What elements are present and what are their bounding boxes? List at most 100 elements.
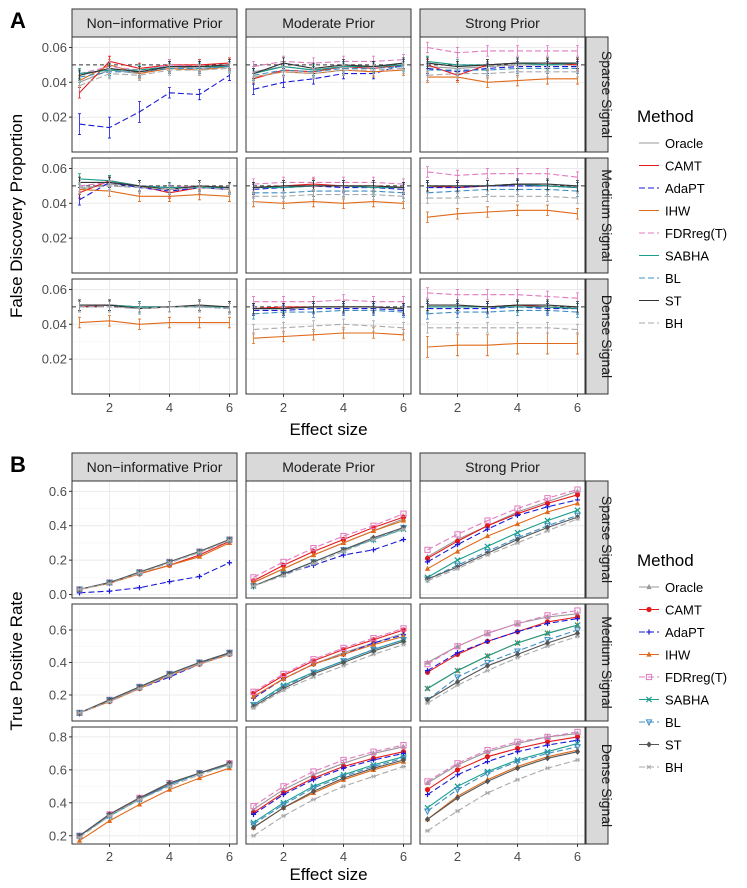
error-bar bbox=[252, 190, 255, 202]
panel-border bbox=[245, 480, 412, 599]
panel-border bbox=[245, 36, 412, 153]
data-point bbox=[370, 537, 377, 542]
data-point bbox=[196, 774, 203, 781]
legend-label: BL bbox=[665, 715, 681, 730]
error-bar bbox=[456, 180, 459, 192]
series-line-fdrregt bbox=[253, 744, 404, 807]
data-point bbox=[574, 744, 581, 751]
data-point bbox=[574, 500, 581, 506]
data-point bbox=[424, 700, 431, 706]
data-point bbox=[544, 504, 551, 510]
data-point bbox=[454, 760, 461, 767]
data-point bbox=[484, 532, 491, 539]
data-point bbox=[514, 648, 521, 656]
data-point bbox=[514, 749, 521, 755]
data-point bbox=[310, 561, 317, 566]
data-point bbox=[280, 783, 287, 790]
data-point bbox=[226, 762, 233, 768]
panel-border bbox=[71, 480, 238, 599]
data-point bbox=[424, 778, 431, 785]
error-bar bbox=[252, 71, 255, 83]
data-point bbox=[400, 642, 407, 647]
data-point bbox=[484, 652, 491, 660]
facet-panel bbox=[419, 157, 586, 274]
error-bar bbox=[456, 334, 459, 357]
data-point bbox=[514, 655, 521, 660]
y-tick-label: 0.2 bbox=[49, 688, 67, 703]
series-line-oracle bbox=[253, 746, 404, 810]
data-point bbox=[136, 585, 143, 591]
legend-label: BH bbox=[665, 316, 683, 331]
panel-background bbox=[420, 37, 585, 152]
y-tick-label: 0.8 bbox=[49, 729, 67, 744]
series-line-adapt bbox=[79, 562, 230, 594]
data-point bbox=[454, 643, 461, 650]
series-line-adapt bbox=[253, 185, 404, 190]
data-point bbox=[514, 777, 521, 782]
legend-label: CAMT bbox=[665, 159, 702, 174]
legend-title: Method bbox=[637, 551, 694, 570]
data-point bbox=[280, 670, 287, 677]
error-bar bbox=[576, 323, 579, 336]
row-strip-label: Sparse Signal bbox=[599, 496, 615, 583]
error-bar bbox=[546, 66, 549, 78]
data-point bbox=[340, 539, 347, 546]
series-line-fdrregt bbox=[427, 609, 578, 665]
data-point bbox=[136, 797, 143, 802]
facet-panel bbox=[71, 480, 238, 599]
data-point bbox=[400, 750, 407, 756]
data-point bbox=[424, 555, 431, 562]
error-bar bbox=[516, 204, 519, 216]
data-point bbox=[454, 772, 461, 778]
row-strip bbox=[585, 157, 609, 274]
data-point bbox=[310, 656, 317, 663]
error-bar bbox=[426, 287, 429, 299]
series-line-sabha bbox=[427, 306, 578, 310]
data-point bbox=[424, 787, 431, 793]
y-tick-label: 0.2 bbox=[49, 553, 67, 568]
data-point bbox=[310, 661, 317, 667]
data-point bbox=[166, 784, 173, 789]
y-tick-label: 0.04 bbox=[42, 196, 67, 211]
x-tick-label: 4 bbox=[514, 400, 521, 415]
panel-border bbox=[419, 278, 586, 395]
data-point bbox=[136, 801, 143, 807]
error-bar bbox=[576, 180, 579, 192]
facet-panel bbox=[245, 726, 412, 845]
error-bar bbox=[486, 301, 489, 313]
panel-background bbox=[72, 279, 237, 394]
column-strip-label: Non−informative Prior bbox=[87, 15, 223, 31]
series-line-fdrregt bbox=[427, 46, 578, 54]
error-bar bbox=[516, 322, 519, 334]
data-point bbox=[424, 808, 431, 816]
y-tick-label: 0.06 bbox=[42, 40, 67, 55]
facet-panel bbox=[245, 157, 412, 274]
error-bar bbox=[168, 183, 171, 195]
data-point bbox=[544, 500, 551, 506]
data-point bbox=[484, 759, 491, 765]
facet-panel bbox=[245, 278, 412, 395]
error-bar bbox=[198, 64, 201, 76]
row-strip-label: Medium Signal bbox=[599, 616, 615, 709]
error-bar bbox=[312, 320, 315, 332]
legend-label: ST bbox=[665, 294, 682, 309]
data-point bbox=[370, 757, 377, 763]
series-line-adapt bbox=[79, 74, 230, 129]
data-point bbox=[226, 652, 233, 657]
part-label: A bbox=[10, 8, 26, 33]
series-line-fdrregt bbox=[253, 627, 404, 693]
data-point bbox=[106, 699, 113, 704]
y-tick-label: 0.02 bbox=[42, 352, 67, 367]
row-strip-label: Dense Signal bbox=[599, 744, 615, 827]
y-tick-label: 0.02 bbox=[42, 231, 67, 246]
column-strip-label: Moderate Prior bbox=[282, 459, 375, 475]
panel-border bbox=[71, 157, 238, 274]
legend-key-marker bbox=[645, 696, 653, 703]
series-line-adapt bbox=[253, 538, 404, 587]
data-point bbox=[76, 835, 83, 840]
facet-panel bbox=[419, 603, 586, 722]
error-bar bbox=[546, 204, 549, 216]
error-bar bbox=[138, 101, 141, 123]
legend-label: FDRreg(T) bbox=[665, 670, 727, 685]
